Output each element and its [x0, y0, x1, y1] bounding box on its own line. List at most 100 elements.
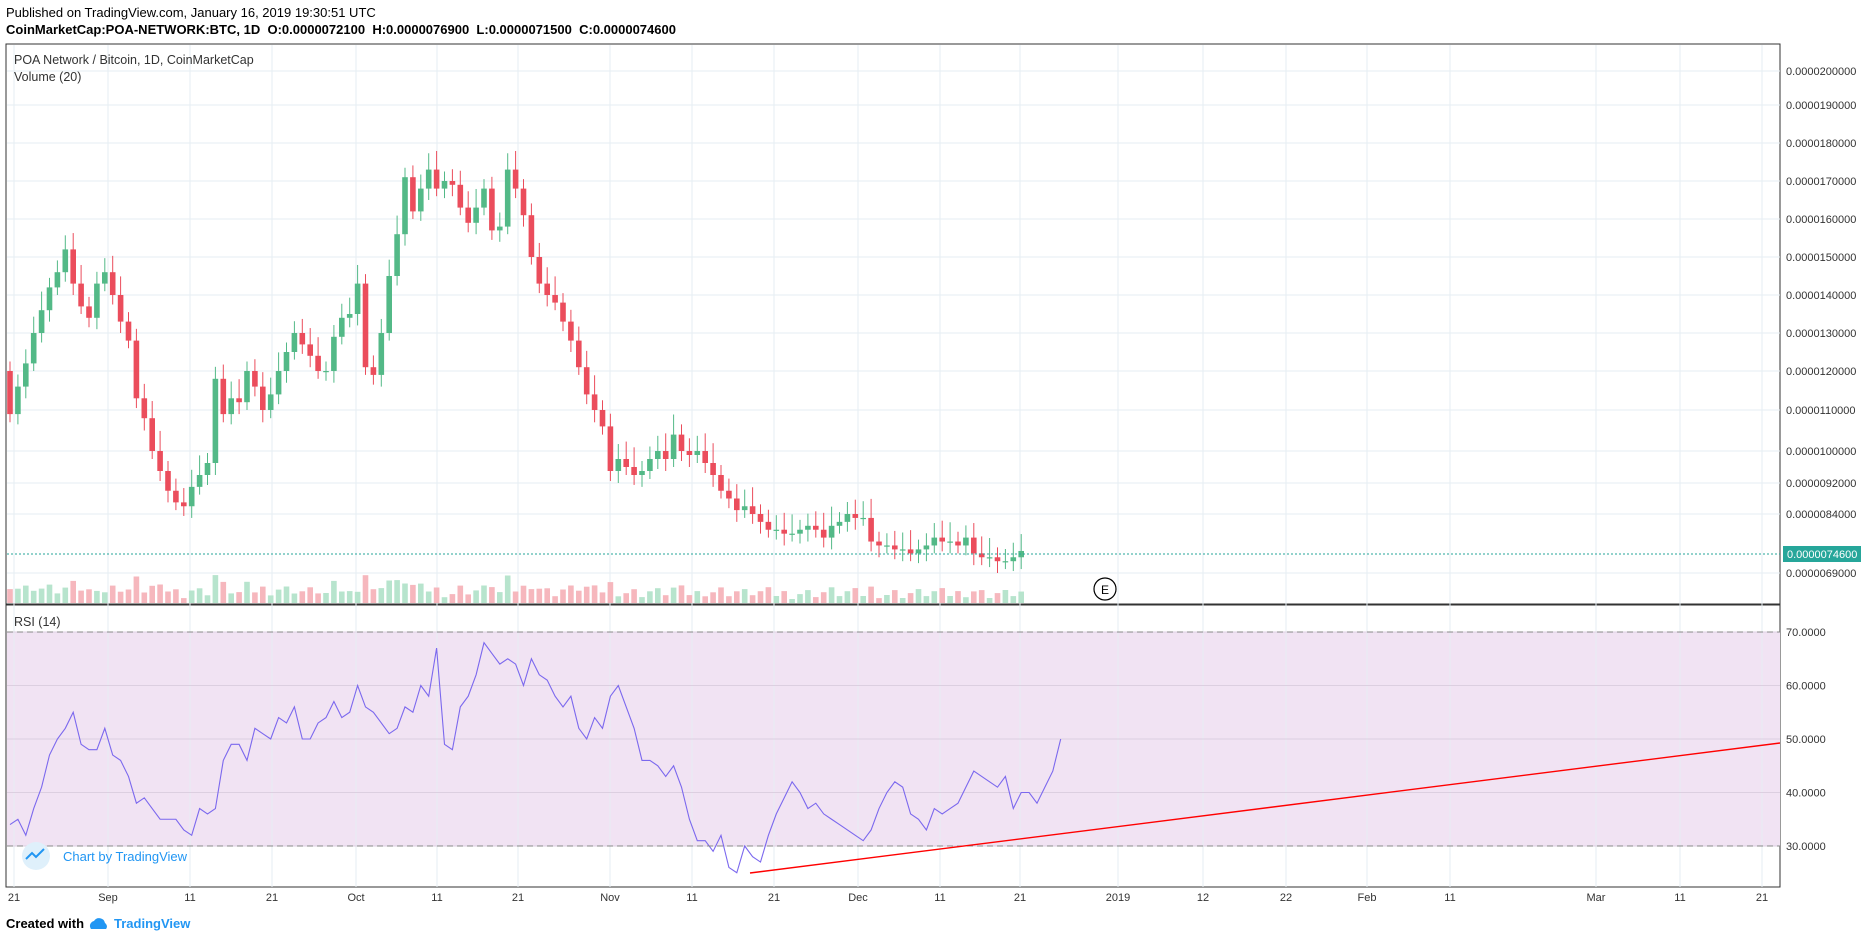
- candle-body: [331, 336, 337, 371]
- candle-body: [188, 486, 195, 507]
- candle-body: [283, 352, 290, 371]
- candle-body: [923, 545, 930, 550]
- candle-body: [623, 459, 629, 467]
- volume-bar: [876, 598, 882, 603]
- x-tick-label: Mar: [1587, 892, 1606, 904]
- volume-bar: [7, 589, 13, 603]
- volume-bar: [188, 590, 195, 603]
- candle-body: [931, 537, 938, 546]
- event-marker[interactable]: E: [1093, 577, 1117, 601]
- volume-bar: [702, 596, 708, 603]
- volume-bar: [236, 592, 242, 603]
- candle-body: [46, 287, 53, 311]
- volume-bar: [418, 583, 424, 603]
- volume-bar: [781, 591, 787, 603]
- price-tick-label: 0.0000110000: [1786, 405, 1856, 417]
- volume-bar: [394, 580, 400, 603]
- axes: 21 Sep 11 21 Oct 11 21 Nov 11 21 Dec 11 21 2019 12 22 Fe…: [8, 66, 1856, 904]
- rsi-tick-label: 70.0000: [1786, 627, 1826, 639]
- price-tick-label: 0.0000069000: [1786, 568, 1856, 580]
- volume-bar: [157, 584, 163, 603]
- candle-body: [7, 371, 13, 415]
- x-tick-label: Sep: [98, 892, 118, 904]
- tv-watermark[interactable]: Chart by TradingView: [22, 842, 188, 870]
- candle-body: [149, 418, 155, 451]
- volume-bar: [813, 597, 819, 603]
- open-label: O:: [267, 22, 282, 37]
- candle-body: [38, 310, 45, 333]
- volume-bar: [267, 595, 274, 603]
- volume-bar: [868, 586, 874, 603]
- volume-bar: [576, 590, 582, 603]
- volume-indicator-label: Volume (20): [14, 70, 81, 84]
- candle-body: [109, 272, 116, 295]
- candle-body: [481, 188, 487, 208]
- candle-body: [536, 257, 543, 284]
- candle-body: [710, 463, 716, 475]
- volume-bar: [1018, 591, 1024, 603]
- candle-body: [252, 371, 258, 387]
- candle-body: [457, 184, 464, 208]
- volume-bar: [441, 597, 448, 603]
- volume-bar: [275, 589, 282, 603]
- candle-body: [94, 283, 100, 318]
- candle-body: [599, 410, 606, 427]
- candle-body: [267, 394, 274, 410]
- x-tick-label: Oct: [347, 892, 364, 904]
- candle-body: [607, 426, 614, 471]
- candle-body: [655, 451, 661, 459]
- volume-bar: [915, 589, 922, 603]
- candle-body: [433, 169, 440, 189]
- candle-body: [639, 471, 645, 475]
- candle-body: [315, 355, 321, 371]
- price-tick-label: 0.0000170000: [1786, 176, 1856, 188]
- volume-bar: [78, 590, 84, 603]
- volume-bar: [244, 581, 250, 603]
- volume-bar: [773, 596, 780, 603]
- volume-bar: [686, 595, 693, 603]
- x-tick-label: 11: [1674, 892, 1685, 904]
- rsi-title: RSI (14): [14, 615, 61, 629]
- low-value: 0.0000071500: [488, 22, 572, 37]
- volume-bar: [133, 576, 140, 603]
- volume-bar: [639, 597, 645, 603]
- volume-bar: [102, 592, 108, 603]
- volume-bar: [971, 591, 977, 603]
- volume-bar: [710, 592, 716, 603]
- volume-bar: [196, 588, 203, 603]
- volume-bar: [560, 589, 566, 603]
- candle-body: [117, 295, 124, 322]
- candle-body: [86, 306, 92, 318]
- candle-body: [291, 333, 298, 352]
- volume-bar: [117, 591, 124, 603]
- x-tick-label: 11: [184, 892, 195, 904]
- candle-body: [955, 541, 961, 546]
- candle-body: [813, 525, 819, 530]
- candle-body: [449, 181, 456, 185]
- last-price-badge-text: 0.0000074600: [1787, 549, 1857, 561]
- candle-body: [504, 169, 511, 227]
- volume-bar: [694, 591, 701, 603]
- candle-body: [299, 333, 306, 345]
- x-tick-label: Nov: [600, 892, 620, 904]
- volume-bar: [307, 587, 313, 603]
- candle-body: [236, 398, 242, 403]
- candle-body: [994, 557, 1001, 562]
- volume-bar: [568, 585, 574, 603]
- volume-bar: [354, 591, 361, 603]
- footer-brand-link[interactable]: TradingView: [114, 916, 191, 931]
- candle-body: [275, 371, 282, 395]
- price-tick-label: 0.0000120000: [1786, 366, 1856, 378]
- candle-body: [852, 514, 859, 518]
- volume-bar: [331, 580, 337, 603]
- candle-body: [726, 490, 732, 499]
- candle-body: [157, 451, 163, 471]
- volume-bar: [339, 591, 345, 603]
- candle-body: [860, 517, 866, 520]
- candle-body: [378, 333, 385, 375]
- open-value: 0.0000072100: [281, 22, 366, 37]
- candle-body: [1018, 550, 1024, 558]
- volume-bar: [109, 585, 116, 603]
- candle-body: [749, 506, 756, 514]
